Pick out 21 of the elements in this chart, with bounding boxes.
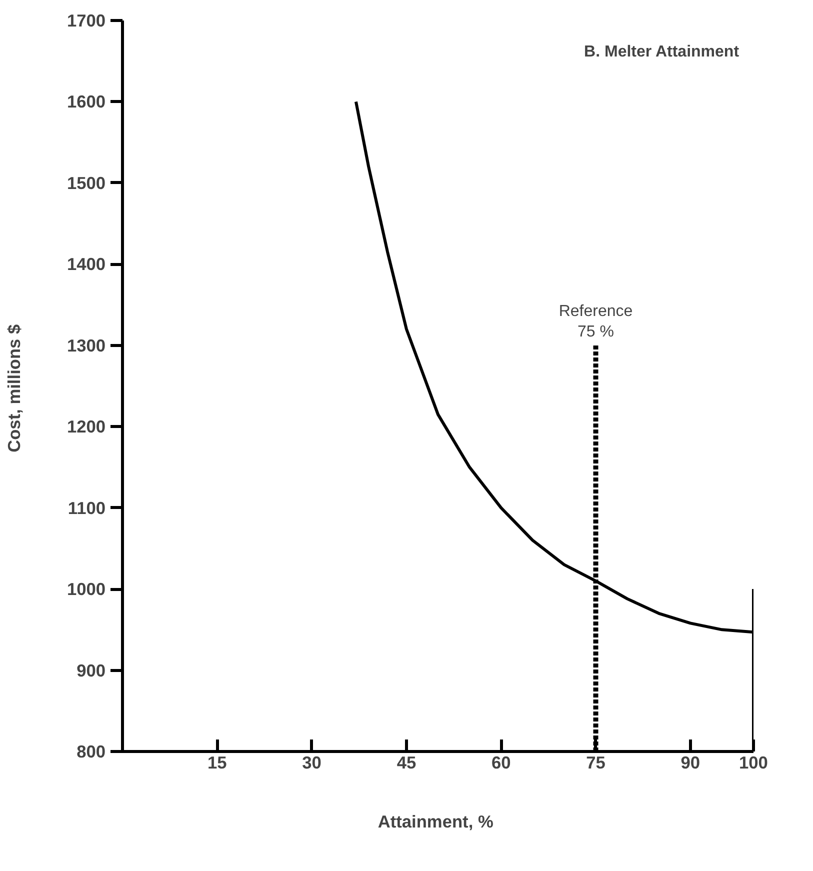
- y-tick-label: 1700: [66, 10, 106, 30]
- y-axis-title: Cost, millions $: [4, 324, 24, 452]
- text: B. Melter Attainment: [584, 44, 740, 60]
- y-tick-label: 900: [76, 660, 106, 680]
- x-tick-label: 45: [396, 752, 416, 772]
- y-tick-label: 1400: [66, 254, 106, 274]
- y-tick-label: 1000: [66, 579, 106, 600]
- y-tick-label: 1500: [66, 172, 106, 193]
- x-tick-label: 75: [586, 752, 606, 772]
- x-tick-label: 100: [739, 752, 768, 772]
- y-tick-label: 1300: [66, 335, 106, 356]
- x-axis-title: Attainment, %: [378, 812, 494, 832]
- x-tick-label: 15: [208, 752, 228, 772]
- x-tick-label: 30: [302, 752, 322, 772]
- x-tick-label: 60: [491, 752, 511, 772]
- y-tick-label: 1600: [66, 92, 106, 112]
- annotation: Reference 75 %: [558, 302, 633, 340]
- y-tick-label: 1200: [66, 416, 106, 437]
- y-tick-label: 1100: [68, 498, 106, 518]
- x-tick-label: 90: [680, 752, 700, 772]
- y-tick-label: 800: [76, 742, 106, 762]
